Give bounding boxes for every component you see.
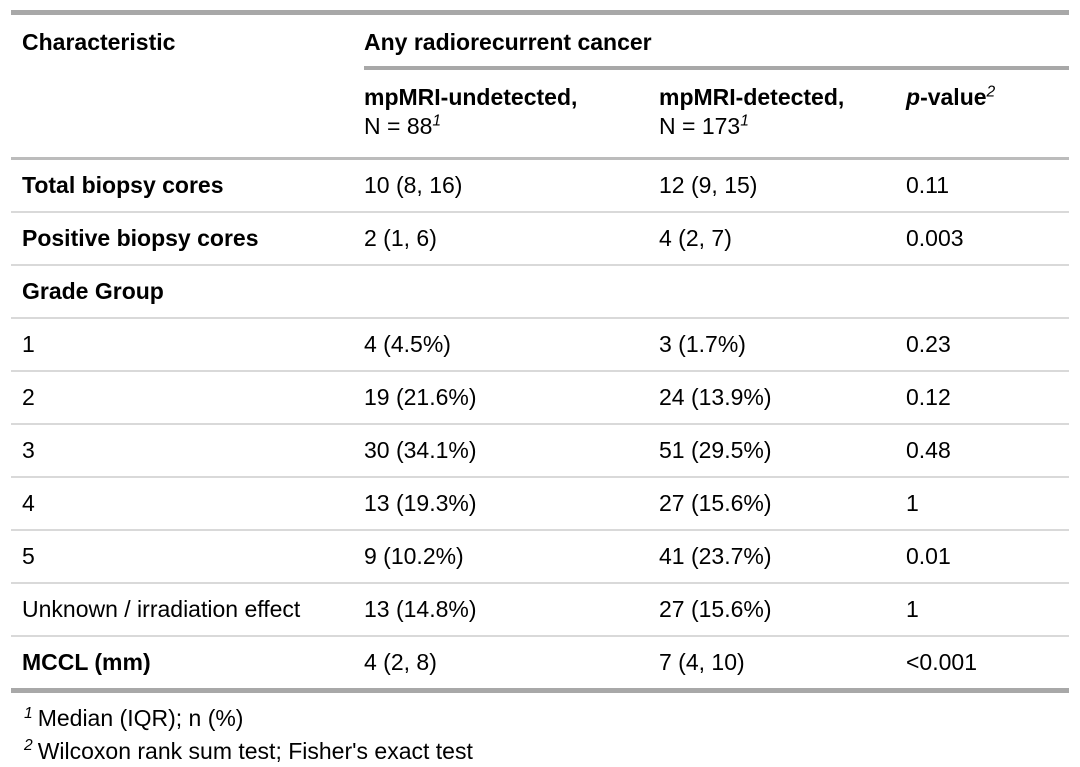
row-label: Total biopsy cores bbox=[11, 158, 364, 213]
summary-table: Characteristic Any radiorecurrent cancer… bbox=[11, 10, 1070, 694]
cell-p-value: <0.001 bbox=[906, 636, 1070, 694]
footnote-mark: 2 bbox=[24, 736, 33, 754]
table-header: Characteristic Any radiorecurrent cancer… bbox=[11, 12, 1070, 160]
cell-undetected: 4 (4.5%) bbox=[364, 318, 659, 373]
cell-detected: 27 (15.6%) bbox=[659, 477, 906, 532]
cell-detected: 51 (29.5%) bbox=[659, 424, 906, 479]
footnote-mark: 1 bbox=[24, 704, 33, 722]
cell-p-value: 1 bbox=[906, 583, 1070, 638]
table-row-grade-3: 3 30 (34.1%) 51 (29.5%) 0.48 bbox=[11, 424, 1070, 479]
table-row-total-biopsy-cores: Total biopsy cores 10 (8, 16) 12 (9, 15)… bbox=[11, 158, 1070, 213]
footnote-text: Median (IQR); n (%) bbox=[37, 705, 244, 732]
footnote-1: 1 Median (IQR); n (%) bbox=[24, 702, 1061, 734]
cell-detected: 4 (2, 7) bbox=[659, 211, 906, 266]
footnote-mark: 1 bbox=[432, 112, 442, 130]
p-letter: p bbox=[906, 84, 921, 110]
row-label: 1 bbox=[11, 318, 364, 373]
row-label: Positive biopsy cores bbox=[11, 211, 364, 266]
table-body: Total biopsy cores 10 (8, 16) 12 (9, 15)… bbox=[11, 158, 1070, 694]
row-label: 5 bbox=[11, 530, 364, 585]
row-label: 2 bbox=[11, 371, 364, 426]
spanner-header-any-radiorecurrent-cancer: Any radiorecurrent cancer bbox=[364, 12, 1070, 70]
column-n-count: N = 1731 bbox=[659, 112, 749, 140]
cell-p-value: 0.003 bbox=[906, 211, 1070, 266]
row-label: Grade Group bbox=[11, 264, 364, 320]
row-label: 4 bbox=[11, 477, 364, 532]
cell-undetected: 4 (2, 8) bbox=[364, 636, 659, 694]
header-row-columns: mpMRI-undetected, N = 881 mpMRI-detected… bbox=[11, 68, 1070, 160]
cell-detected: 24 (13.9%) bbox=[659, 371, 906, 426]
cell-detected: 12 (9, 15) bbox=[659, 158, 906, 213]
p-value-rest: -value bbox=[920, 84, 987, 110]
cell-undetected: 10 (8, 16) bbox=[364, 158, 659, 213]
header-row-spanner: Characteristic Any radiorecurrent cancer bbox=[11, 12, 1070, 160]
table-row-grade-group: Grade Group bbox=[11, 264, 1070, 320]
column-header-mpmri-undetected: mpMRI-undetected, N = 881 bbox=[364, 68, 659, 160]
cell-undetected: 9 (10.2%) bbox=[364, 530, 659, 585]
cell-p-value: 0.01 bbox=[906, 530, 1070, 585]
cell-undetected: 13 (14.8%) bbox=[364, 583, 659, 638]
table-row-grade-2: 2 19 (21.6%) 24 (13.9%) 0.12 bbox=[11, 371, 1070, 426]
footnote-mark: 1 bbox=[740, 112, 749, 130]
cell-detected: 7 (4, 10) bbox=[659, 636, 906, 694]
table-footnotes: 1 Median (IQR); n (%) 2 Wilcoxon rank sum … bbox=[11, 693, 1069, 766]
cell-p-value: 0.11 bbox=[906, 158, 1070, 213]
cell-detected: 41 (23.7%) bbox=[659, 530, 906, 585]
cell-undetected bbox=[364, 264, 659, 320]
row-label: 3 bbox=[11, 424, 364, 479]
cell-undetected: 19 (21.6%) bbox=[364, 371, 659, 426]
table-row-positive-biopsy-cores: Positive biopsy cores 2 (1, 6) 4 (2, 7) … bbox=[11, 211, 1070, 266]
column-label: mpMRI-detected, bbox=[659, 84, 845, 110]
cell-p-value: 0.23 bbox=[906, 318, 1070, 373]
table-row-grade-5: 5 9 (10.2%) 41 (23.7%) 0.01 bbox=[11, 530, 1070, 585]
table-row-mccl: MCCL (mm) 4 (2, 8) 7 (4, 10) <0.001 bbox=[11, 636, 1070, 694]
cell-undetected: 30 (34.1%) bbox=[364, 424, 659, 479]
cell-detected bbox=[659, 264, 906, 320]
cell-p-value: 1 bbox=[906, 477, 1070, 532]
cell-p-value: 0.12 bbox=[906, 371, 1070, 426]
cell-undetected: 2 (1, 6) bbox=[364, 211, 659, 266]
table-row-grade-1: 1 4 (4.5%) 3 (1.7%) 0.23 bbox=[11, 318, 1070, 373]
footnote-2: 2 Wilcoxon rank sum test; Fisher's exact … bbox=[24, 735, 1061, 767]
cell-detected: 3 (1.7%) bbox=[659, 318, 906, 373]
row-label: Unknown / irradiation effect bbox=[11, 583, 364, 638]
cell-undetected: 13 (19.3%) bbox=[364, 477, 659, 532]
column-n-count: N = 881 bbox=[364, 112, 442, 140]
cell-p-value: 0.48 bbox=[906, 424, 1070, 479]
table-row-grade-4: 4 13 (19.3%) 27 (15.6%) 1 bbox=[11, 477, 1070, 532]
footnote-text: Wilcoxon rank sum test; Fisher's exact t… bbox=[37, 737, 473, 764]
column-header-mpmri-detected: mpMRI-detected, N = 1731 bbox=[659, 68, 906, 160]
column-label: mpMRI-undetected, bbox=[364, 84, 578, 110]
row-label: MCCL (mm) bbox=[11, 636, 364, 694]
cell-detected: 27 (15.6%) bbox=[659, 583, 906, 638]
cell-p-value bbox=[906, 264, 1070, 320]
table-row-unknown-irradiation-effect: Unknown / irradiation effect 13 (14.8%) … bbox=[11, 583, 1070, 638]
footnote-mark: 2 bbox=[986, 83, 996, 101]
column-header-characteristic: Characteristic bbox=[11, 12, 364, 160]
column-header-p-value: p-value2 bbox=[906, 68, 1070, 160]
